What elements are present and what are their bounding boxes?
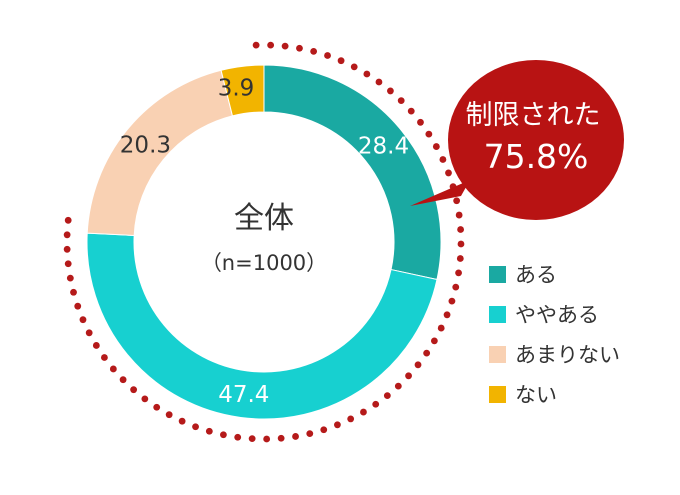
highlight-dot — [119, 376, 127, 384]
highlight-dot — [205, 427, 213, 435]
donut-segment-4 — [220, 64, 265, 117]
highlight-dot — [417, 118, 424, 126]
highlight-dot — [448, 297, 456, 305]
callout-bubble: 制限された 75.8% — [410, 60, 624, 220]
highlight-dot — [437, 324, 445, 332]
highlight-dot — [432, 143, 440, 150]
legend-label-1: ある — [515, 263, 557, 287]
legend-label-2: ややある — [515, 303, 599, 327]
value-label-2: 47.4 — [218, 382, 269, 408]
donut-segments — [86, 64, 442, 420]
callout-shape — [410, 180, 470, 206]
highlight-dot — [439, 156, 447, 163]
highlight-dot — [375, 78, 383, 86]
highlight-dot — [423, 349, 431, 357]
highlight-dot — [387, 87, 394, 95]
highlight-dot — [455, 211, 463, 219]
highlight-dot — [306, 430, 314, 438]
highlight-dot — [109, 365, 117, 373]
highlight-dot — [263, 435, 271, 443]
highlight-dot — [277, 434, 285, 442]
center-subtitle: （n=1000） — [201, 251, 327, 275]
value-label-4: 3.9 — [218, 76, 255, 102]
highlight-dot — [153, 403, 161, 411]
value-label-1: 28.4 — [358, 134, 409, 160]
highlight-dot — [337, 57, 345, 65]
highlight-dot — [66, 274, 74, 282]
highlight-dot — [64, 216, 72, 224]
highlight-dot — [292, 433, 299, 440]
highlight-dot — [455, 269, 462, 277]
legend-label-3: あまりない — [515, 343, 620, 367]
highlight-dot — [350, 63, 358, 71]
highlight-dot — [130, 386, 138, 394]
highlight-dot — [63, 245, 71, 253]
highlight-dot — [457, 226, 465, 233]
highlight-dot — [456, 255, 464, 262]
highlight-dot — [457, 240, 465, 248]
highlight-dot — [141, 395, 149, 403]
highlight-dot — [70, 288, 77, 296]
highlight-dot — [296, 44, 303, 52]
callout-line2: 75.8% — [484, 137, 589, 176]
donut-segment-2 — [86, 232, 438, 420]
highlight-dot — [394, 382, 402, 390]
highlight-dot — [178, 417, 186, 425]
highlight-dot — [445, 169, 452, 177]
legend-swatch-3 — [489, 346, 506, 363]
highlight-dot — [414, 361, 422, 369]
callout-line1: 制限された — [466, 100, 601, 131]
highlight-dot — [85, 329, 93, 337]
highlight-dot — [383, 392, 391, 400]
highlight-dot — [397, 97, 405, 105]
highlight-dot — [372, 400, 380, 408]
highlight-dot — [267, 41, 275, 49]
highlight-dot — [234, 433, 242, 441]
highlight-dot — [452, 283, 460, 291]
highlight-dot — [334, 421, 341, 429]
highlight-dot — [63, 231, 71, 239]
highlight-dot — [165, 411, 173, 419]
value-label-3: 20.3 — [120, 133, 171, 159]
highlight-dot — [79, 316, 87, 324]
legend-swatch-4 — [489, 386, 506, 403]
highlight-dot — [192, 423, 199, 431]
highlight-dot — [425, 130, 433, 138]
highlight-dot — [281, 42, 289, 50]
highlight-dot — [248, 435, 256, 443]
highlight-dot — [74, 302, 82, 310]
highlight-dot — [101, 354, 108, 361]
highlight-dot — [347, 415, 355, 423]
legend-label-4: ない — [515, 383, 557, 407]
highlight-dot — [443, 311, 451, 319]
highlight-dot — [430, 337, 438, 345]
highlight-dot — [310, 47, 318, 55]
highlight-dot — [407, 107, 415, 115]
highlight-dot — [360, 408, 367, 416]
highlight-dot — [405, 372, 412, 380]
highlight-dot — [252, 41, 260, 49]
segment-value-labels: 28.4 47.4 20.3 3.9 — [120, 76, 409, 409]
center-title: 全体 — [234, 201, 294, 236]
donut-center: 全体 （n=1000） — [201, 201, 327, 275]
highlight-dot — [453, 197, 461, 205]
legend-swatch-1 — [489, 266, 506, 283]
highlight-dot — [324, 52, 331, 59]
highlight-dot — [320, 426, 328, 434]
donut-segment-1 — [263, 64, 442, 281]
highlight-dot — [220, 431, 227, 439]
legend-swatch-2 — [489, 306, 506, 323]
highlight-dot — [92, 342, 100, 349]
highlight-dot — [363, 70, 371, 78]
callout-ellipse — [448, 60, 624, 220]
highlight-dot — [64, 260, 72, 268]
